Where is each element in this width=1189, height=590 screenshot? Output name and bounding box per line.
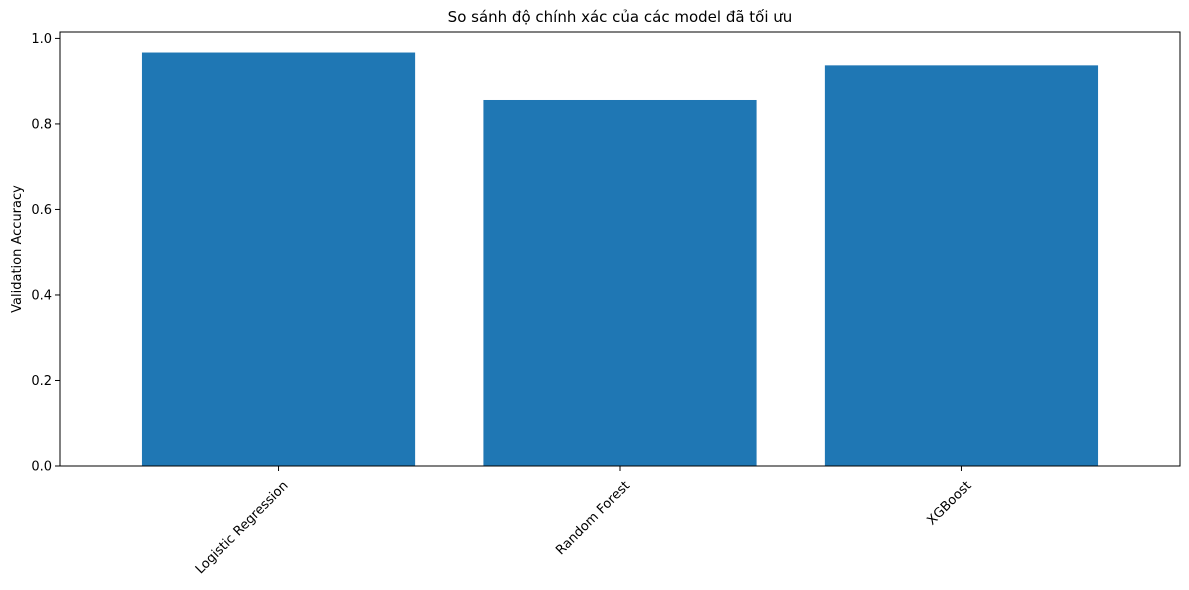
y-tick-label: 1.0 xyxy=(31,32,52,47)
x-tick-label: Logistic Regression xyxy=(193,478,292,577)
chart-title: So sánh độ chính xác của các model đã tố… xyxy=(448,8,793,26)
y-tick-label: 0.0 xyxy=(31,460,52,475)
y-tick-label: 0.6 xyxy=(31,203,52,218)
bars-group xyxy=(141,52,1099,467)
x-tick-label: XGBoost xyxy=(925,478,975,528)
y-tick-label: 0.4 xyxy=(31,288,52,303)
y-ticks-group: 0.0 0.2 0.4 0.6 0.8 1.0 xyxy=(31,32,60,475)
y-axis-label: Validation Accuracy xyxy=(10,185,25,313)
x-ticks-group: Logistic Regression Random Forest XGBoost xyxy=(193,466,975,577)
bar-xgboost xyxy=(824,65,1099,467)
bar-random-forest xyxy=(483,99,757,466)
plot-frame xyxy=(59,31,1181,467)
bar-logistic-regression xyxy=(141,52,416,466)
y-tick-label: 0.8 xyxy=(31,117,52,132)
x-tick-label: Random Forest xyxy=(553,478,633,558)
y-tick-label: 0.2 xyxy=(31,374,52,389)
